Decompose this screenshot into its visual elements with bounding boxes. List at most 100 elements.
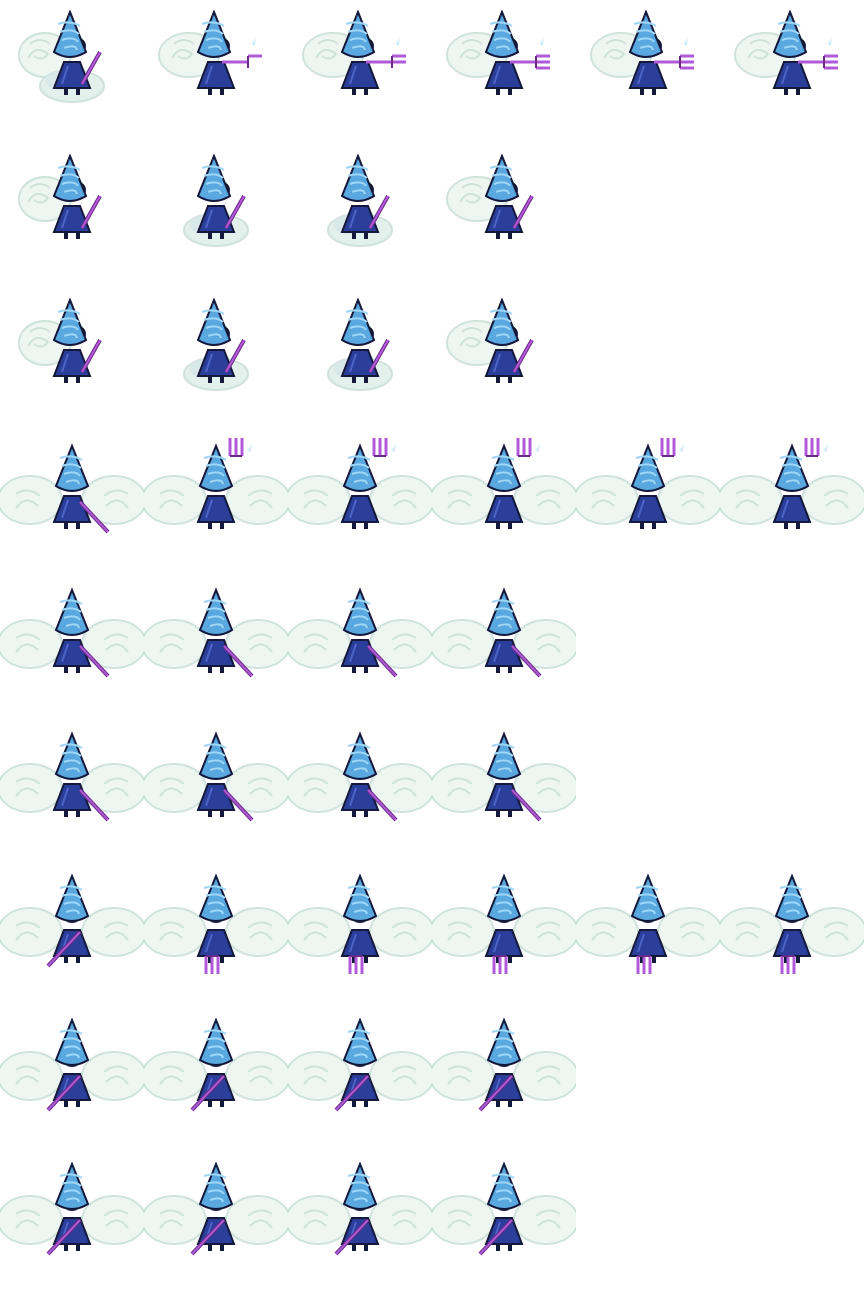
- trident-icon: [478, 1074, 514, 1112]
- wings-icon: [576, 907, 720, 957]
- dress-icon: [196, 929, 236, 963]
- hair-icon: [772, 9, 808, 58]
- trident-icon: [512, 339, 534, 373]
- sprite-frame-r5-c4: [432, 576, 576, 720]
- wings-icon: [432, 1051, 576, 1101]
- dress-icon: [196, 495, 236, 529]
- hair-icon: [486, 587, 522, 636]
- sparkle-icon: [540, 38, 544, 46]
- dress-icon: [772, 929, 812, 963]
- hair-icon: [340, 153, 376, 202]
- hair-icon: [196, 9, 232, 58]
- trident-icon: [654, 54, 694, 70]
- sprite-frame-r7-c5: [576, 864, 720, 1008]
- wings-icon: [720, 907, 864, 957]
- wings-icon: [144, 619, 288, 669]
- dress-icon: [52, 495, 92, 529]
- wings-icon: [0, 907, 144, 957]
- hair-icon: [628, 9, 664, 58]
- trident-icon: [660, 438, 676, 457]
- sprite-frame-r1-c2: [144, 0, 288, 144]
- trident-icon: [368, 339, 390, 373]
- sprite-frame-r1-c5: [576, 0, 720, 144]
- dress-icon: [340, 495, 380, 529]
- hair-icon: [340, 297, 376, 346]
- trident-icon: [366, 54, 406, 68]
- dress-icon: [484, 61, 524, 95]
- hair-icon: [198, 1017, 234, 1066]
- wings-icon: [720, 475, 864, 525]
- trident-icon: [204, 955, 220, 974]
- dress-icon: [52, 61, 92, 95]
- hair-icon: [196, 153, 232, 202]
- sprite-frame-r3-c3: [288, 288, 432, 432]
- dress-icon: [484, 349, 524, 383]
- dress-icon: [628, 61, 668, 95]
- hair-icon: [198, 873, 234, 922]
- hair-icon: [486, 873, 522, 922]
- hair-icon: [484, 153, 520, 202]
- trident-icon: [510, 54, 550, 70]
- sprite-frame-r7-c4: [432, 864, 576, 1008]
- hair-icon: [54, 587, 90, 636]
- trident-icon: [46, 930, 82, 968]
- dress-icon: [628, 495, 668, 529]
- trident-icon: [510, 644, 542, 678]
- wings-icon: [0, 763, 144, 813]
- trident-icon: [636, 955, 652, 974]
- sprite-frame-r1-c4: [432, 0, 576, 144]
- sprite-frame-r2-c2: [144, 144, 288, 288]
- sprite-frame-r4-c4: [432, 432, 576, 576]
- sprite-frame-r2-c3: [288, 144, 432, 288]
- dress-icon: [52, 349, 92, 383]
- dress-icon: [772, 61, 812, 95]
- hair-icon: [54, 873, 90, 922]
- sprite-frame-r4-c3: [288, 432, 432, 576]
- sprite-frame-r8-c3: [288, 1008, 432, 1152]
- dress-icon: [196, 61, 236, 95]
- hair-icon: [52, 9, 88, 58]
- sparkle-icon: [828, 38, 832, 46]
- hair-icon: [54, 731, 90, 780]
- trident-icon: [372, 438, 388, 457]
- sprite-frame-r3-c2: [144, 288, 288, 432]
- hair-icon: [342, 587, 378, 636]
- trident-icon: [510, 788, 542, 822]
- sprite-frame-r6-c3: [288, 720, 432, 864]
- sprite-frame-r9-c3: [288, 1152, 432, 1296]
- hair-icon: [198, 587, 234, 636]
- sprite-frame-r9-c4: [432, 1152, 576, 1296]
- hair-icon: [342, 443, 378, 492]
- trident-icon: [222, 644, 254, 678]
- sprite-frame-r2-c4: [432, 144, 576, 288]
- sparkle-icon: [824, 444, 828, 452]
- wings-icon: [0, 619, 144, 669]
- trident-icon: [368, 195, 390, 229]
- trident-icon: [224, 195, 246, 229]
- dress-icon: [340, 929, 380, 963]
- dress-icon: [196, 205, 236, 239]
- wings-icon: [432, 1195, 576, 1245]
- sparkle-icon: [248, 444, 252, 452]
- hair-icon: [630, 443, 666, 492]
- sprite-frame-r7-c6: [720, 864, 864, 1008]
- trident-icon: [222, 788, 254, 822]
- sparkle-icon: [392, 444, 396, 452]
- trident-icon: [492, 955, 508, 974]
- wings-icon: [144, 1195, 288, 1245]
- trident-icon: [190, 1074, 226, 1112]
- sprite-frame-r8-c1: [0, 1008, 144, 1152]
- trident-icon: [334, 1074, 370, 1112]
- wings-icon: [288, 619, 432, 669]
- sprite-frame-r9-c2: [144, 1152, 288, 1296]
- hair-icon: [342, 731, 378, 780]
- wings-icon: [0, 1051, 144, 1101]
- sprite-frame-r4-c6: [720, 432, 864, 576]
- sprite-frame-r9-c1: [0, 1152, 144, 1296]
- wings-icon: [288, 475, 432, 525]
- dress-icon: [484, 495, 524, 529]
- sprite-frame-r5-c1: [0, 576, 144, 720]
- hair-icon: [484, 9, 520, 58]
- sprite-frame-r7-c3: [288, 864, 432, 1008]
- hair-icon: [54, 1161, 90, 1210]
